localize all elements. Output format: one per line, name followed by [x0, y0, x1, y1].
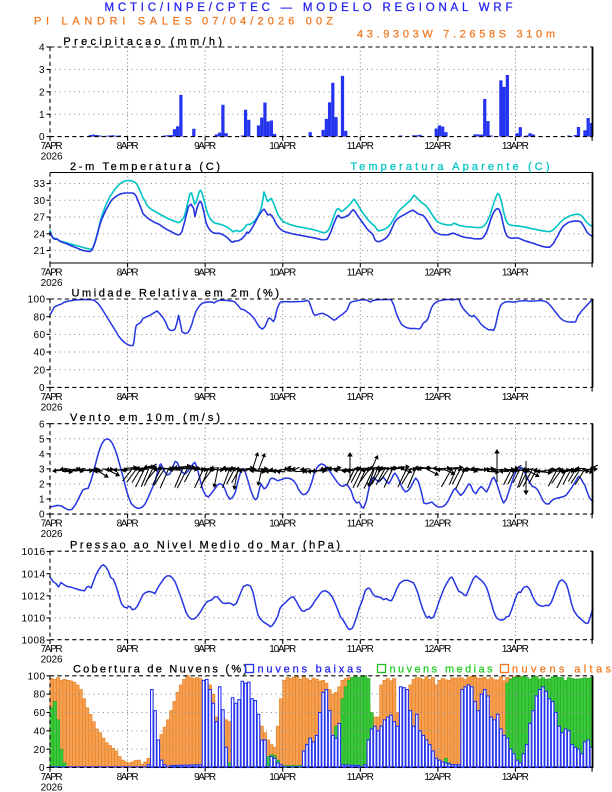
svg-text:20: 20	[34, 365, 46, 376]
svg-text:3: 3	[39, 65, 45, 76]
svg-text:0: 0	[39, 510, 45, 521]
svg-text:12APR: 12APR	[424, 772, 451, 783]
svg-text:10APR: 10APR	[269, 644, 296, 655]
svg-text:7APR: 7APR	[41, 644, 63, 655]
svg-text:1: 1	[39, 495, 45, 506]
svg-text:13APR: 13APR	[502, 772, 529, 783]
svg-text:0: 0	[39, 383, 45, 394]
svg-text:2026: 2026	[41, 655, 63, 666]
svg-text:12APR: 12APR	[424, 392, 451, 403]
svg-text:nuvens baixas: nuvens baixas	[258, 664, 363, 676]
svg-text:8APR: 8APR	[117, 392, 139, 403]
svg-text:2: 2	[39, 480, 45, 491]
svg-text:11APR: 11APR	[347, 267, 374, 278]
svg-text:60: 60	[34, 708, 46, 719]
svg-text:27: 27	[34, 213, 46, 224]
svg-text:80: 80	[34, 312, 46, 323]
svg-text:21: 21	[34, 246, 46, 257]
svg-text:12APR: 12APR	[424, 141, 451, 152]
svg-text:30: 30	[34, 196, 46, 207]
svg-text:100: 100	[28, 295, 46, 306]
svg-text:PI LANDRI SALES: PI LANDRI SALES	[34, 16, 192, 28]
svg-text:9APR: 9APR	[194, 141, 216, 152]
svg-text:13APR: 13APR	[502, 267, 529, 278]
svg-text:0: 0	[39, 132, 45, 143]
svg-text:40: 40	[34, 726, 46, 737]
svg-text:11APR: 11APR	[347, 392, 374, 403]
svg-text:10APR: 10APR	[269, 267, 296, 278]
svg-text:0: 0	[39, 763, 45, 774]
svg-text:13APR: 13APR	[502, 519, 529, 530]
svg-text:40: 40	[34, 348, 46, 359]
svg-text:24: 24	[34, 229, 46, 240]
svg-text:11APR: 11APR	[347, 519, 374, 530]
svg-text:4: 4	[39, 43, 45, 54]
svg-text:2: 2	[39, 87, 45, 98]
svg-text:100: 100	[28, 671, 46, 682]
svg-text:9APR: 9APR	[194, 644, 216, 655]
svg-text:8APR: 8APR	[117, 644, 139, 655]
svg-text:7APR: 7APR	[41, 267, 63, 278]
svg-text:10APR: 10APR	[269, 392, 296, 403]
svg-text:nuvens altas: nuvens altas	[512, 664, 612, 676]
svg-text:80: 80	[34, 690, 46, 701]
svg-text:33: 33	[34, 179, 46, 190]
svg-text:2026: 2026	[41, 152, 63, 163]
svg-text:2026: 2026	[41, 782, 63, 792]
svg-text:nuvens medias: nuvens medias	[390, 664, 494, 676]
svg-text:5: 5	[39, 434, 45, 445]
svg-text:1014: 1014	[22, 569, 46, 580]
svg-text:12APR: 12APR	[424, 267, 451, 278]
svg-text:2026: 2026	[41, 402, 63, 413]
svg-text:7APR: 7APR	[41, 141, 63, 152]
svg-text:12APR: 12APR	[424, 644, 451, 655]
svg-text:13APR: 13APR	[502, 141, 529, 152]
svg-text:2026: 2026	[41, 529, 63, 540]
svg-text:7APR: 7APR	[41, 772, 63, 783]
svg-text:7APR: 7APR	[41, 392, 63, 403]
svg-text:8APR: 8APR	[117, 141, 139, 152]
svg-text:7APR: 7APR	[41, 519, 63, 530]
svg-text:8APR: 8APR	[117, 772, 139, 783]
svg-text:60: 60	[34, 330, 46, 341]
svg-text:4: 4	[39, 449, 45, 460]
svg-text:1008: 1008	[22, 636, 46, 647]
svg-text:8APR: 8APR	[117, 267, 139, 278]
svg-text:1012: 1012	[22, 591, 46, 602]
svg-text:13APR: 13APR	[502, 392, 529, 403]
svg-text:12APR: 12APR	[424, 519, 451, 530]
svg-text:9APR: 9APR	[194, 772, 216, 783]
svg-text:1010: 1010	[22, 614, 46, 625]
svg-text:1016: 1016	[22, 547, 46, 558]
svg-text:9APR: 9APR	[194, 519, 216, 530]
svg-text:9APR: 9APR	[194, 267, 216, 278]
svg-text:10APR: 10APR	[269, 141, 296, 152]
svg-text:13APR: 13APR	[502, 644, 529, 655]
svg-text:10APR: 10APR	[269, 772, 296, 783]
svg-text:2026: 2026	[41, 278, 63, 289]
svg-text:1: 1	[39, 110, 45, 121]
svg-text:3: 3	[39, 465, 45, 476]
svg-text:9APR: 9APR	[194, 392, 216, 403]
svg-text:Cobertura de Nuvens (%): Cobertura de Nuvens (%)	[73, 664, 247, 676]
svg-text:11APR: 11APR	[347, 141, 374, 152]
svg-text:11APR: 11APR	[347, 644, 374, 655]
svg-text:10APR: 10APR	[269, 519, 296, 530]
svg-text:11APR: 11APR	[347, 772, 374, 783]
svg-text:Pressao ao Nivel Medio do Mar: Pressao ao Nivel Medio do Mar (hPa)	[70, 539, 340, 551]
svg-text:20: 20	[34, 745, 46, 756]
svg-text:07/04/2026 00Z: 07/04/2026 00Z	[202, 16, 333, 28]
svg-text:8APR: 8APR	[117, 519, 139, 530]
svg-text:6: 6	[39, 419, 45, 430]
